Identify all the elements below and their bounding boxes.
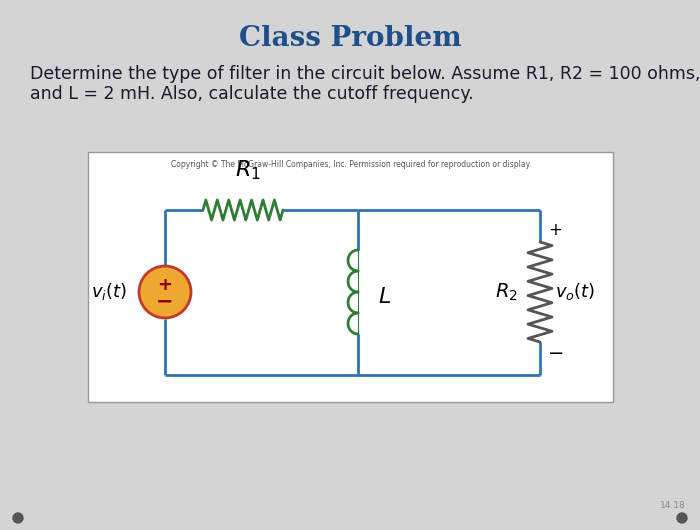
Text: +: +: [548, 221, 562, 239]
Text: −: −: [156, 292, 174, 312]
Circle shape: [677, 513, 687, 523]
Text: and L = 2 mH. Also, calculate the cutoff frequency.: and L = 2 mH. Also, calculate the cutoff…: [30, 85, 474, 103]
Circle shape: [139, 266, 191, 318]
Text: Class Problem: Class Problem: [239, 25, 461, 52]
Text: Copyright © The McGraw-Hill Companies, Inc. Permission required for reproduction: Copyright © The McGraw-Hill Companies, I…: [171, 160, 530, 169]
Text: 14.18: 14.18: [660, 501, 686, 510]
Text: −: −: [548, 344, 564, 364]
Text: $v_o(t)$: $v_o(t)$: [555, 281, 596, 303]
Text: $L$: $L$: [378, 286, 391, 308]
Text: +: +: [158, 276, 172, 294]
Text: $R_1$: $R_1$: [235, 158, 261, 182]
FancyBboxPatch shape: [88, 152, 613, 402]
Text: $v_i(t)$: $v_i(t)$: [91, 281, 127, 303]
Text: Determine the type of filter in the circuit below. Assume R1, R2 = 100 ohms,: Determine the type of filter in the circ…: [30, 65, 700, 83]
Circle shape: [13, 513, 23, 523]
Text: $R_2$: $R_2$: [495, 281, 518, 303]
